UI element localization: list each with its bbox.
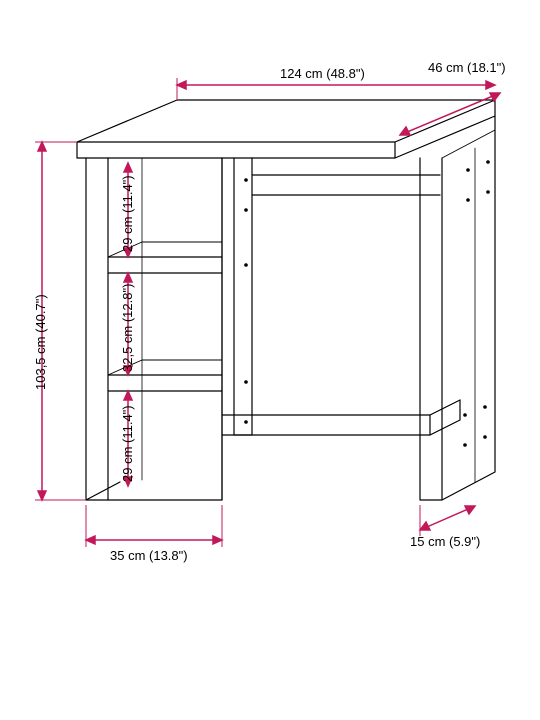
dim-base-width: 35 cm (13.8") (110, 548, 188, 563)
dimension-diagram: 124 cm (48.8") 46 cm (18.1") 103,5 cm (4… (0, 0, 540, 720)
dim-width-top: 124 cm (48.8") (280, 66, 365, 81)
dim-shelf-top: 29 cm (11.4") (120, 175, 135, 252)
dim-shelf-bot: 29 cm (11.4") (120, 405, 135, 482)
dim-height-left: 103,5 cm (40.7") (33, 294, 48, 390)
furniture-drawing (0, 0, 540, 720)
dim-depth-top: 46 cm (18.1") (428, 60, 506, 75)
dim-shelf-mid: 32,5 cm (12.8") (120, 284, 135, 372)
dim-leg-width: 15 cm (5.9") (410, 534, 480, 549)
